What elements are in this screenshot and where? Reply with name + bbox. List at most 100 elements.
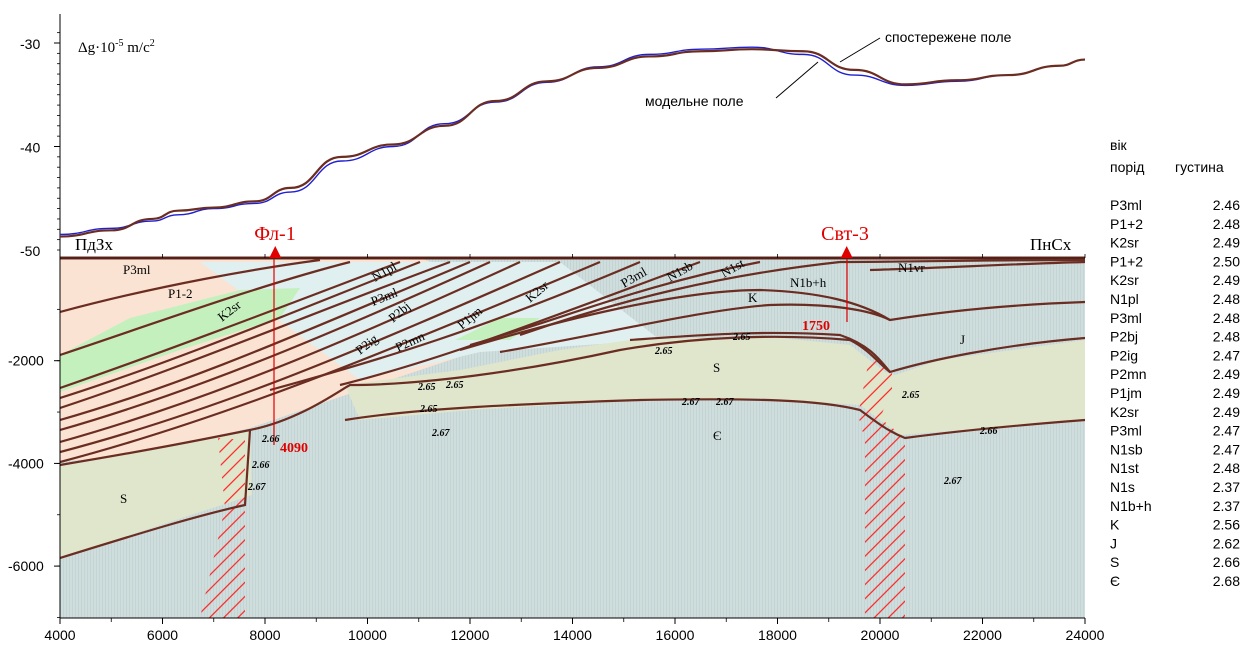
y-ticks-top: -30 -40 [20, 32, 60, 251]
layer-label: S [713, 360, 720, 375]
legend-density: 2.48 [1213, 460, 1240, 476]
density-label: 2.65 [654, 346, 673, 357]
legend-density: 2.48 [1213, 291, 1240, 307]
legend-density: 2.49 [1213, 404, 1240, 420]
legend-density: 2.47 [1213, 347, 1240, 363]
legend-header-density: густина [1175, 159, 1224, 175]
x-tick-label: 24000 [1066, 627, 1105, 643]
legend-age: P2ig [1110, 347, 1138, 363]
y-tick-label-bottom: -2000 [8, 353, 44, 369]
density-label: 2.67 [943, 476, 963, 487]
well-depth: 1750 [802, 319, 830, 334]
light-blue-zone [200, 262, 660, 380]
legend-age: P2mn [1110, 366, 1147, 382]
x-tick-label: 10000 [348, 627, 387, 643]
legend-density: 2.47 [1213, 441, 1240, 457]
y-tick-minus50: -50 [20, 243, 40, 259]
x-tick-label: 18000 [758, 627, 797, 643]
green-zone-2 [455, 318, 540, 340]
legend-density: 2.49 [1213, 385, 1240, 401]
legend-density: 2.49 [1213, 272, 1240, 288]
legend-header-age-1: вік [1110, 137, 1128, 153]
legend-density: 2.37 [1213, 498, 1240, 514]
layer-label: Є [713, 428, 722, 443]
direction-right: ПнСх [1030, 235, 1072, 254]
layer-label: K [748, 290, 758, 305]
x-tick-label: 16000 [656, 627, 695, 643]
well-name: Свт-3 [821, 223, 869, 245]
legend-age: N1sb [1110, 441, 1143, 457]
legend-age: P1+2 [1110, 216, 1143, 232]
legend-age: P3ml [1110, 310, 1142, 326]
olive-zone-left [60, 430, 252, 558]
density-label: 2.65 [445, 380, 464, 391]
x-tick-label: 6000 [147, 627, 178, 643]
legend-density: 2.62 [1213, 535, 1240, 551]
layer-boundaries [60, 258, 1085, 560]
legend-age: P3ml [1110, 197, 1142, 213]
density-label: 2.67 [715, 397, 735, 408]
legend-age: K2sr [1110, 272, 1139, 288]
well-name: Фл-1 [254, 223, 295, 245]
x-ticks: 4000 6000 8000 10000 12000 14000 16000 18000 200… [44, 618, 1105, 643]
wells: Фл-1 4090 Свт-3 1750 [254, 223, 869, 456]
legend-age: P2bj [1110, 329, 1138, 345]
legend-density: 2.68 [1213, 573, 1240, 589]
legend-header-age-2: порід [1110, 159, 1144, 175]
legend-density: 2.46 [1213, 197, 1240, 213]
legend-age: K [1110, 517, 1120, 533]
density-label: 2.66 [261, 434, 280, 445]
legend-age: P1+2 [1110, 253, 1143, 269]
well-depth: 4090 [280, 441, 308, 456]
y-tick-label-bottom: -4000 [8, 455, 44, 471]
x-tick-label: 22000 [963, 627, 1002, 643]
legend-density: 2.48 [1213, 329, 1240, 345]
legend-age: P1jm [1110, 385, 1142, 401]
well-marker [840, 246, 853, 258]
legend-age: N1s [1110, 479, 1135, 495]
legend-age: S [1110, 554, 1119, 570]
layer-label: N1b+h [790, 275, 827, 290]
legend-age: K2sr [1110, 404, 1139, 420]
layer-label: P1-2 [168, 286, 193, 301]
legend-density: 2.48 [1213, 310, 1240, 326]
density-label: 2.66 [251, 460, 270, 471]
legend-density: 2.49 [1213, 366, 1240, 382]
density-label: 2.67 [431, 428, 451, 439]
direction-left: ПдЗх [75, 235, 113, 254]
density-label: 2.65 [419, 404, 438, 415]
density-label: 2.66 [979, 426, 998, 437]
top-x-ticks [59, 254, 1086, 258]
legend-density: 2.37 [1213, 479, 1240, 495]
y-axis-label-top: Δg·10-5 m/c2 [78, 38, 155, 56]
gravity-panel: -30 -40 Δg·10-5 m/c2 спостережене поле мо… [20, 14, 1086, 258]
density-labels: 2.65 2.65 2.65 2.65 2.65 2.67 2.67 2.66 2.67 2.66… [247, 332, 998, 493]
layer-label: P3ml [123, 262, 151, 277]
legend-age: N1st [1110, 460, 1139, 476]
legend-density: 2.47 [1213, 423, 1240, 439]
olive-zone-main [345, 336, 1085, 435]
y-tick-label-top: -30 [20, 36, 40, 52]
layer-label: J [960, 332, 965, 347]
fault-hatch-left [200, 438, 245, 618]
legend-density: 2.56 [1213, 517, 1240, 533]
legend-age: K2sr [1110, 235, 1139, 251]
layer-label: S [120, 491, 127, 506]
model-field-label: модельне поле [645, 93, 744, 109]
density-label: 2.65 [732, 332, 751, 343]
density-label: 2.65 [417, 382, 436, 393]
layer-label: N1vr [898, 260, 925, 275]
legend-age: J [1110, 535, 1117, 551]
observed-leader [839, 37, 881, 63]
y-tick-label-bottom: -6000 [8, 558, 44, 574]
legend-rows: P3ml 2.46 P1+2 2.48 K2sr 2.49 P1+2 2.50 K2sr 2.49… [1110, 197, 1240, 589]
legend-age: P3ml [1110, 423, 1142, 439]
y-tick-label-top: -40 [20, 140, 40, 156]
legend: вік порід густина P3ml 2.46 P1+2 2.48 K2sr 2.… [1110, 137, 1240, 589]
observed-field-label: спостережене поле [885, 29, 1012, 45]
x-tick-label: 20000 [861, 627, 900, 643]
x-tick-label: 8000 [249, 627, 280, 643]
density-label: 2.67 [681, 397, 701, 408]
section-panel: 4000 6000 8000 10000 12000 14000 16000 18000 200… [8, 223, 1105, 643]
